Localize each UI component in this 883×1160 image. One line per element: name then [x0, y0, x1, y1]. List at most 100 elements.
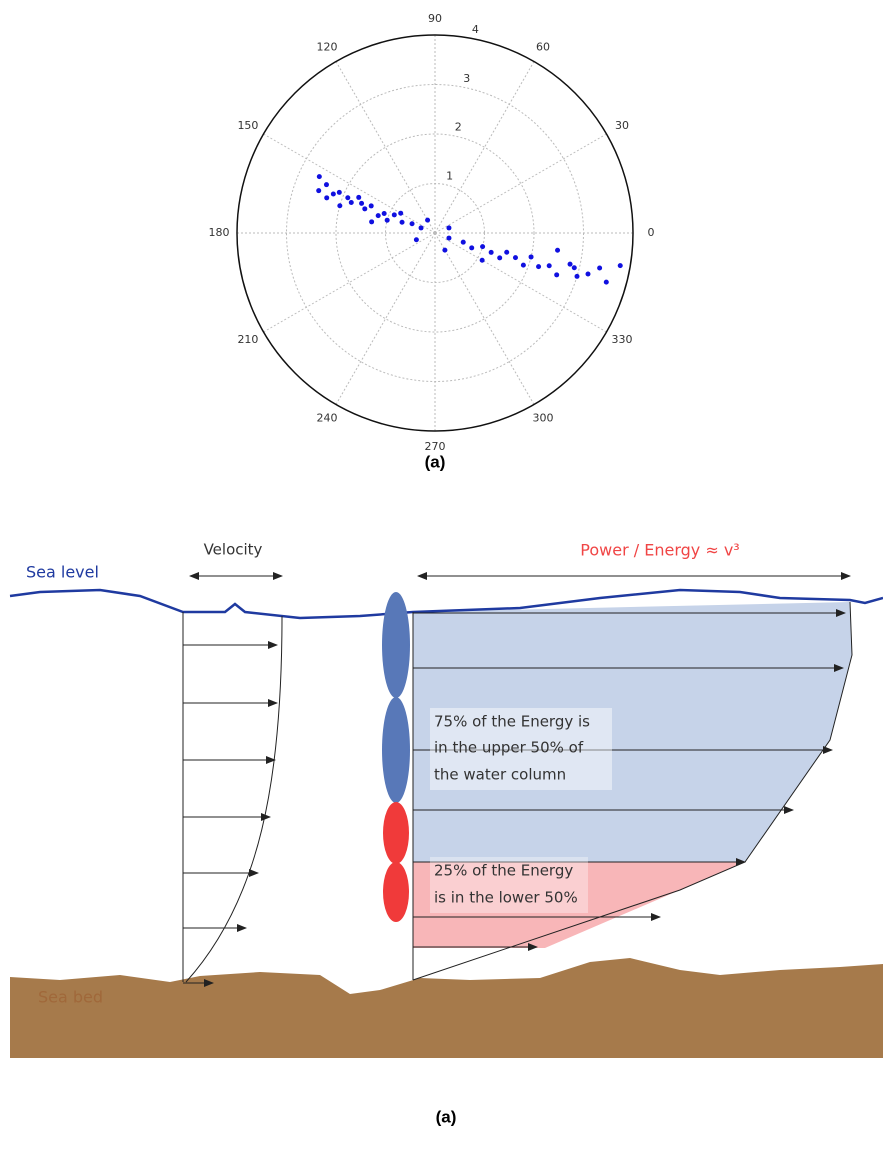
scatter-point — [348, 200, 354, 206]
scatter-point — [425, 217, 431, 223]
scatter-point — [324, 195, 330, 201]
angle-label: 240 — [317, 411, 338, 424]
scatter-point — [528, 254, 534, 260]
grid-spoke — [434, 61, 535, 234]
scatter-point — [337, 203, 343, 209]
sea-bed — [10, 958, 883, 1058]
scatter-point — [362, 206, 368, 212]
energy-profile — [412, 601, 853, 981]
scatter-point — [617, 263, 623, 269]
scatter-point — [571, 265, 577, 271]
turbine-blade — [383, 802, 409, 864]
sea-bed-label: Sea bed — [38, 988, 103, 1007]
scatter-point — [381, 210, 387, 216]
energy-arrows — [413, 609, 846, 951]
angle-label: 120 — [317, 41, 338, 54]
scatter-point — [469, 245, 475, 251]
scatter-point — [536, 264, 542, 270]
turbine-blade — [382, 697, 410, 803]
radius-label: 2 — [455, 121, 462, 134]
angle-label: 300 — [533, 411, 554, 424]
scatter-point — [336, 189, 342, 195]
scatter-point — [384, 217, 390, 223]
scatter-point — [418, 225, 424, 231]
scatter-point — [460, 239, 466, 245]
scatter-point — [398, 210, 404, 216]
diagram: 75% of the Energy is in the upper 50% of… — [9, 541, 883, 1058]
blue-region — [413, 602, 852, 862]
radius-label: 4 — [472, 23, 479, 36]
scatter-point — [330, 191, 336, 197]
scatter-point — [375, 213, 381, 219]
angle-label: 60 — [536, 41, 550, 54]
scatter-point — [597, 265, 603, 271]
caption: (a) — [425, 452, 446, 471]
turbine-blade — [382, 592, 410, 698]
note-line: 25% of the Energy — [434, 862, 573, 880]
turbine-blade — [383, 862, 409, 922]
scatter-point — [345, 195, 351, 201]
angle-label: 30 — [615, 119, 629, 132]
grid-spoke — [434, 133, 607, 234]
grid-spoke — [263, 133, 436, 234]
scatter-point — [512, 255, 518, 261]
angle-label: 0 — [648, 226, 655, 239]
scatter-point — [399, 219, 405, 225]
angle-label: 90 — [428, 12, 442, 25]
scatter-point — [356, 194, 362, 200]
scatter-point — [504, 249, 510, 255]
scatter-point — [480, 244, 486, 250]
scatter-point — [479, 257, 485, 263]
sea-level-label: Sea level — [26, 563, 99, 582]
scatter-point — [316, 174, 322, 180]
scatter-point — [520, 262, 526, 268]
scatter-point — [391, 212, 397, 218]
angle-label: 150 — [237, 119, 258, 132]
scatter-point — [369, 219, 375, 225]
scatter-point — [442, 247, 448, 253]
scatter-point — [546, 263, 552, 269]
note-line: 75% of the Energy is — [434, 713, 590, 731]
note-line: in the upper 50% of — [434, 739, 584, 757]
scatter-point — [368, 203, 374, 209]
sea-level — [9, 588, 883, 620]
scatter-point — [554, 272, 560, 278]
scatter-point — [323, 182, 329, 188]
grid-spoke — [434, 232, 607, 333]
scatter-point — [574, 273, 580, 279]
scatter-point — [316, 188, 322, 194]
angle-label: 270 — [425, 440, 446, 453]
note-box — [430, 857, 588, 913]
scatter-point — [585, 271, 591, 277]
radius-label: 1 — [446, 169, 453, 182]
grid-spoke — [434, 232, 535, 405]
scatter-point — [446, 235, 452, 241]
angle-label: 180 — [209, 226, 230, 239]
grid-spoke — [335, 61, 436, 234]
scatter-point — [413, 237, 419, 243]
power-label: Power / Energy ≈ v³ — [580, 541, 739, 560]
grid-spoke — [335, 232, 436, 405]
velocity-profile — [185, 615, 283, 983]
polar-chart: 0 30 60 90 120 150 180 210 240 270 300 330 1 2 3 4 — [209, 12, 655, 453]
velocity-label: Velocity — [204, 541, 263, 559]
angle-label: 330 — [612, 333, 633, 346]
scatter-point — [555, 247, 561, 253]
pink-region — [413, 862, 745, 948]
grid-spoke — [263, 232, 436, 333]
note-line: is in the lower 50% — [434, 889, 578, 907]
scatter-point — [488, 249, 494, 255]
angle-label: 210 — [237, 333, 258, 346]
scatter-point — [497, 255, 503, 261]
scatter-point — [603, 279, 609, 285]
scatter-point — [359, 200, 365, 206]
caption: (a) — [436, 1107, 457, 1126]
scatter-point — [409, 221, 415, 227]
grid-circle — [335, 133, 535, 333]
scatter-point — [446, 225, 452, 231]
note-box — [430, 708, 612, 790]
radius-label: 3 — [463, 72, 470, 85]
outer-circle — [236, 34, 634, 432]
